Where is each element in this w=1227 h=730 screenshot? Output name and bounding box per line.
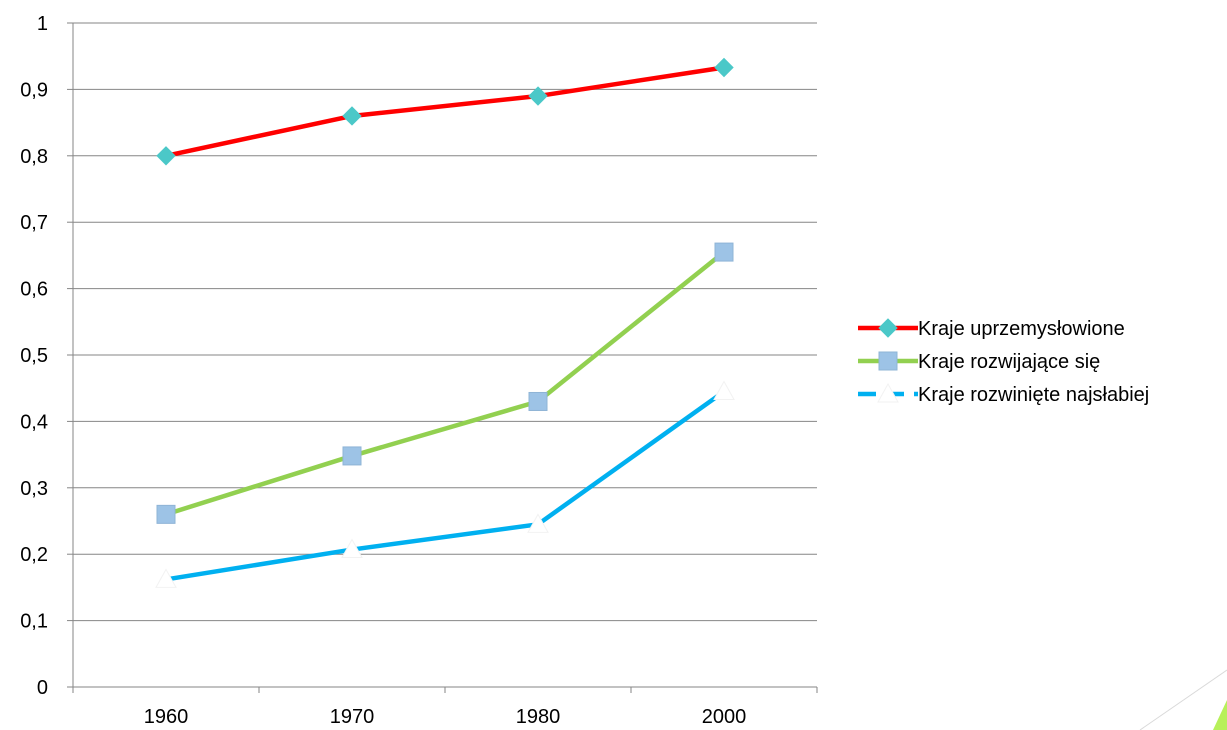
legend-swatch-marker — [878, 351, 898, 371]
x-tick-label: 2000 — [702, 706, 747, 728]
series-3-point — [155, 568, 177, 588]
gridlines — [73, 22, 817, 622]
series-2-point — [714, 242, 734, 262]
legend-label: Kraje rozwinięte najsłabiej — [918, 384, 1149, 406]
x-axis-tick-labels: 1960 1970 1980 2000 — [144, 706, 747, 728]
y-tick-label: 0,7 — [20, 212, 48, 234]
series-1-point — [156, 146, 176, 166]
series-line-2 — [163, 249, 727, 517]
series-3-point — [713, 380, 735, 401]
y-tick-label: 0,9 — [20, 79, 48, 101]
series-2-point — [342, 446, 362, 466]
y-tick-label: 0,1 — [20, 611, 48, 633]
series-2-point — [156, 504, 176, 524]
series-line-1 — [163, 65, 727, 159]
legend-item-2: Kraje rozwijające się — [858, 351, 1100, 373]
legend-item-3: Kraje rozwinięte najsłabiej — [858, 382, 1149, 406]
axes — [67, 22, 818, 693]
series-3-point — [527, 513, 549, 533]
series-line-3 — [163, 389, 727, 582]
series-1-point — [342, 106, 362, 126]
legend-swatch-marker — [878, 318, 898, 338]
corner-decoration — [1139, 669, 1227, 730]
y-tick-label: 0,5 — [20, 345, 48, 367]
y-tick-label: 0,2 — [20, 544, 48, 566]
series-2-point — [528, 391, 548, 411]
y-tick-label: 1 — [37, 13, 48, 35]
series-1-point — [714, 57, 734, 78]
legend: Kraje uprzemysłowione Kraje rozwijające s… — [858, 318, 1149, 406]
series-lines — [163, 65, 727, 582]
x-tick-label: 1960 — [144, 706, 189, 728]
legend-label: Kraje rozwijające się — [918, 351, 1100, 373]
x-tick-label: 1970 — [330, 706, 375, 728]
y-tick-label: 0,4 — [20, 411, 48, 433]
series-1-point — [528, 86, 548, 106]
y-tick-label: 0,8 — [20, 146, 48, 168]
y-axis-tick-labels: 0 0,1 0,2 0,3 0,4 0,5 0,6 0,7 0,8 0,9 1 — [20, 13, 48, 699]
x-tick-label: 1980 — [516, 706, 561, 728]
series-3-point — [341, 538, 363, 559]
legend-label: Kraje uprzemysłowione — [918, 318, 1125, 340]
legend-swatch-marker — [877, 382, 899, 403]
legend-item-1: Kraje uprzemysłowione — [858, 318, 1125, 340]
y-tick-label: 0,6 — [20, 279, 48, 301]
y-tick-label: 0 — [37, 677, 48, 699]
series-markers — [155, 57, 735, 588]
y-tick-label: 0,3 — [20, 478, 48, 500]
